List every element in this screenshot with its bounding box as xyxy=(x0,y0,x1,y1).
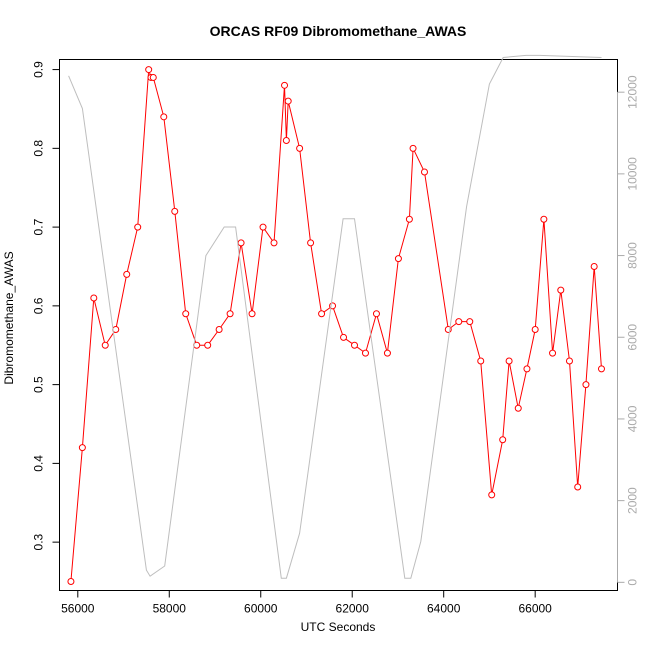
data-point xyxy=(307,239,315,247)
y2-tick-label: 10000 xyxy=(626,157,640,191)
data-point xyxy=(405,215,413,223)
data-point xyxy=(259,223,267,231)
data-point xyxy=(361,349,369,357)
data-point xyxy=(282,136,290,144)
data-point xyxy=(171,207,179,215)
data-point xyxy=(78,444,86,452)
data-point xyxy=(284,97,292,105)
x-tick-label: 60000 xyxy=(244,602,278,616)
data-point xyxy=(270,239,278,247)
data-point xyxy=(477,357,485,365)
data-point xyxy=(351,341,359,349)
data-point xyxy=(90,294,98,302)
x-axis: 56000 58000 60000 62000 64000 66000 xyxy=(61,590,552,616)
data-point xyxy=(514,404,522,412)
data-point xyxy=(488,491,496,499)
data-point xyxy=(149,73,157,81)
data-point xyxy=(466,318,474,326)
data-point xyxy=(597,365,605,373)
y2-tick-label: 2000 xyxy=(626,487,640,514)
data-point xyxy=(340,333,348,341)
data-point xyxy=(281,81,289,89)
data-point xyxy=(204,341,212,349)
data-point xyxy=(565,357,573,365)
data-point xyxy=(383,349,391,357)
data-point xyxy=(531,325,539,333)
y-tick-label: 0.9 xyxy=(32,61,46,78)
x-axis-label: UTC Seconds xyxy=(301,620,376,634)
data-point xyxy=(182,310,190,318)
data-point xyxy=(226,310,234,318)
data-point xyxy=(590,262,598,270)
data-point xyxy=(574,483,582,491)
y-axis-left: 0.3 0.4 0.5 0.6 0.7 0.8 0.9 xyxy=(32,61,60,550)
y-tick-label: 0.4 xyxy=(32,455,46,472)
y-tick-label: 0.5 xyxy=(32,376,46,393)
y-tick-label: 0.8 xyxy=(32,140,46,157)
data-point xyxy=(248,310,256,318)
data-point xyxy=(67,578,75,586)
data-point xyxy=(505,357,513,365)
data-point xyxy=(134,223,142,231)
x-tick-label: 56000 xyxy=(61,602,95,616)
y2-tick-label: 6000 xyxy=(626,324,640,351)
y-axis-right: 0 2000 4000 6000 8000 10000 12000 xyxy=(617,75,640,586)
data-point xyxy=(215,325,223,333)
y2-tick-label: 12000 xyxy=(626,75,640,109)
data-point xyxy=(372,310,380,318)
primary-series-line xyxy=(70,69,602,582)
x-tick-label: 66000 xyxy=(518,602,552,616)
y-tick-label: 0.6 xyxy=(32,297,46,314)
data-point xyxy=(540,215,548,223)
data-point xyxy=(557,286,565,294)
y2-tick-label: 0 xyxy=(626,579,640,586)
data-point xyxy=(420,168,428,176)
data-point xyxy=(582,381,590,389)
data-point xyxy=(101,341,109,349)
data-point xyxy=(549,349,557,357)
x-tick-label: 64000 xyxy=(427,602,461,616)
data-point xyxy=(145,66,153,74)
data-point xyxy=(394,255,402,263)
secondary-series-line xyxy=(68,54,602,579)
x-tick-label: 58000 xyxy=(153,602,187,616)
data-point xyxy=(455,318,463,326)
y-tick-label: 0.3 xyxy=(32,533,46,550)
chart-title: ORCAS RF09 Dibromomethane_AWAS xyxy=(210,23,467,39)
data-point xyxy=(499,436,507,444)
data-point xyxy=(296,144,304,152)
series-layer xyxy=(67,54,605,586)
plot-frame xyxy=(59,59,618,591)
y-tick-label: 0.7 xyxy=(32,218,46,235)
data-point xyxy=(123,270,131,278)
y2-tick-label: 8000 xyxy=(626,242,640,269)
y-axis-label: Dibromomethane_AWAS xyxy=(2,251,16,384)
y2-tick-label: 4000 xyxy=(626,405,640,432)
data-point xyxy=(318,310,326,318)
data-point xyxy=(409,144,417,152)
data-point xyxy=(237,239,245,247)
x-tick-label: 62000 xyxy=(336,602,370,616)
data-point xyxy=(523,365,531,373)
data-point xyxy=(160,113,168,121)
